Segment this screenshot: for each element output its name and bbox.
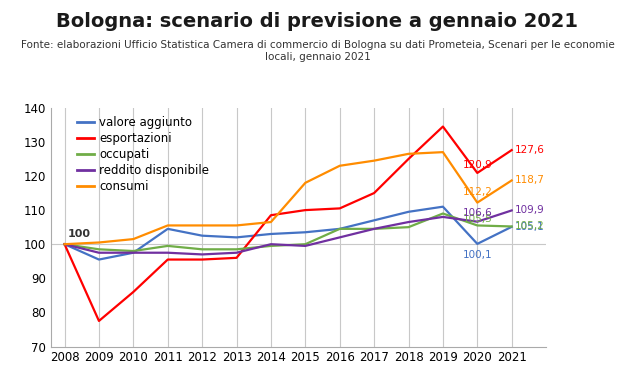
valore aggiunto bbox=[302, 230, 309, 234]
valore aggiunto bbox=[474, 241, 481, 246]
occupati bbox=[336, 226, 344, 231]
reddito disponibile bbox=[336, 235, 344, 240]
reddito disponibile bbox=[233, 250, 241, 255]
reddito disponibile bbox=[439, 214, 447, 219]
esportazioni bbox=[130, 290, 137, 294]
occupati bbox=[404, 225, 412, 229]
occupati bbox=[439, 211, 447, 216]
reddito disponibile bbox=[164, 250, 171, 255]
reddito disponibile bbox=[370, 226, 378, 231]
reddito disponibile bbox=[198, 252, 206, 257]
consumi bbox=[130, 237, 137, 241]
valore aggiunto bbox=[198, 233, 206, 238]
esportazioni bbox=[233, 256, 241, 260]
occupati bbox=[95, 247, 103, 252]
esportazioni bbox=[267, 213, 275, 218]
consumi bbox=[439, 150, 447, 154]
occupati bbox=[370, 226, 378, 231]
esportazioni bbox=[164, 257, 171, 262]
esportazioni bbox=[95, 319, 103, 323]
consumi bbox=[95, 240, 103, 245]
consumi bbox=[508, 178, 516, 183]
Line: consumi: consumi bbox=[65, 152, 512, 244]
occupati bbox=[233, 247, 241, 252]
Text: 112,2: 112,2 bbox=[462, 187, 492, 198]
esportazioni bbox=[302, 208, 309, 213]
consumi bbox=[233, 223, 241, 228]
valore aggiunto bbox=[336, 226, 344, 231]
Text: 100: 100 bbox=[68, 229, 91, 239]
valore aggiunto bbox=[370, 218, 378, 223]
consumi bbox=[370, 158, 378, 163]
valore aggiunto bbox=[164, 226, 171, 231]
esportazioni bbox=[404, 157, 412, 161]
esportazioni bbox=[198, 257, 206, 262]
consumi bbox=[404, 152, 412, 156]
occupati bbox=[474, 223, 481, 228]
valore aggiunto bbox=[95, 257, 103, 262]
reddito disponibile bbox=[508, 208, 516, 213]
valore aggiunto bbox=[267, 232, 275, 236]
consumi bbox=[302, 181, 309, 185]
esportazioni bbox=[474, 171, 481, 175]
consumi bbox=[336, 164, 344, 168]
Line: valore aggiunto: valore aggiunto bbox=[65, 207, 512, 259]
valore aggiunto bbox=[61, 242, 69, 246]
consumi bbox=[474, 200, 481, 205]
Legend: valore aggiunto, esportazioni, occupati, reddito disponibile, consumi: valore aggiunto, esportazioni, occupati,… bbox=[76, 116, 209, 193]
Text: 105,5: 105,5 bbox=[462, 214, 492, 224]
Line: esportazioni: esportazioni bbox=[65, 127, 512, 321]
valore aggiunto bbox=[404, 209, 412, 214]
reddito disponibile bbox=[61, 242, 69, 246]
reddito disponibile bbox=[267, 242, 275, 246]
reddito disponibile bbox=[95, 250, 103, 255]
reddito disponibile bbox=[404, 220, 412, 224]
Text: 109,9: 109,9 bbox=[514, 206, 544, 216]
reddito disponibile bbox=[130, 250, 137, 255]
reddito disponibile bbox=[302, 244, 309, 248]
Text: 127,6: 127,6 bbox=[514, 145, 544, 155]
Text: 118,7: 118,7 bbox=[514, 176, 544, 186]
Line: occupati: occupati bbox=[65, 214, 512, 251]
occupati bbox=[130, 249, 137, 253]
occupati bbox=[61, 242, 69, 246]
valore aggiunto bbox=[233, 235, 241, 240]
Text: 120,9: 120,9 bbox=[462, 159, 492, 169]
Text: 105,2: 105,2 bbox=[514, 221, 544, 231]
occupati bbox=[302, 242, 309, 246]
Text: 105,1: 105,1 bbox=[514, 222, 544, 232]
valore aggiunto bbox=[508, 224, 516, 229]
occupati bbox=[267, 244, 275, 248]
esportazioni bbox=[370, 191, 378, 195]
valore aggiunto bbox=[130, 250, 137, 255]
reddito disponibile bbox=[474, 219, 481, 224]
Text: Bologna: scenario di previsione a gennaio 2021: Bologna: scenario di previsione a gennai… bbox=[57, 12, 578, 30]
esportazioni bbox=[336, 206, 344, 211]
Text: Fonte: elaborazioni Ufficio Statistica Camera di commercio di Bologna su dati Pr: Fonte: elaborazioni Ufficio Statistica C… bbox=[20, 40, 615, 62]
occupati bbox=[198, 247, 206, 252]
consumi bbox=[198, 223, 206, 228]
consumi bbox=[164, 223, 171, 228]
occupati bbox=[164, 244, 171, 248]
esportazioni bbox=[439, 124, 447, 129]
valore aggiunto bbox=[439, 204, 447, 209]
Text: 106,6: 106,6 bbox=[462, 208, 492, 218]
consumi bbox=[61, 242, 69, 246]
Text: 100,1: 100,1 bbox=[462, 250, 492, 260]
esportazioni bbox=[508, 148, 516, 152]
Line: reddito disponibile: reddito disponibile bbox=[65, 211, 512, 254]
esportazioni bbox=[61, 242, 69, 246]
consumi bbox=[267, 220, 275, 224]
occupati bbox=[508, 224, 516, 229]
